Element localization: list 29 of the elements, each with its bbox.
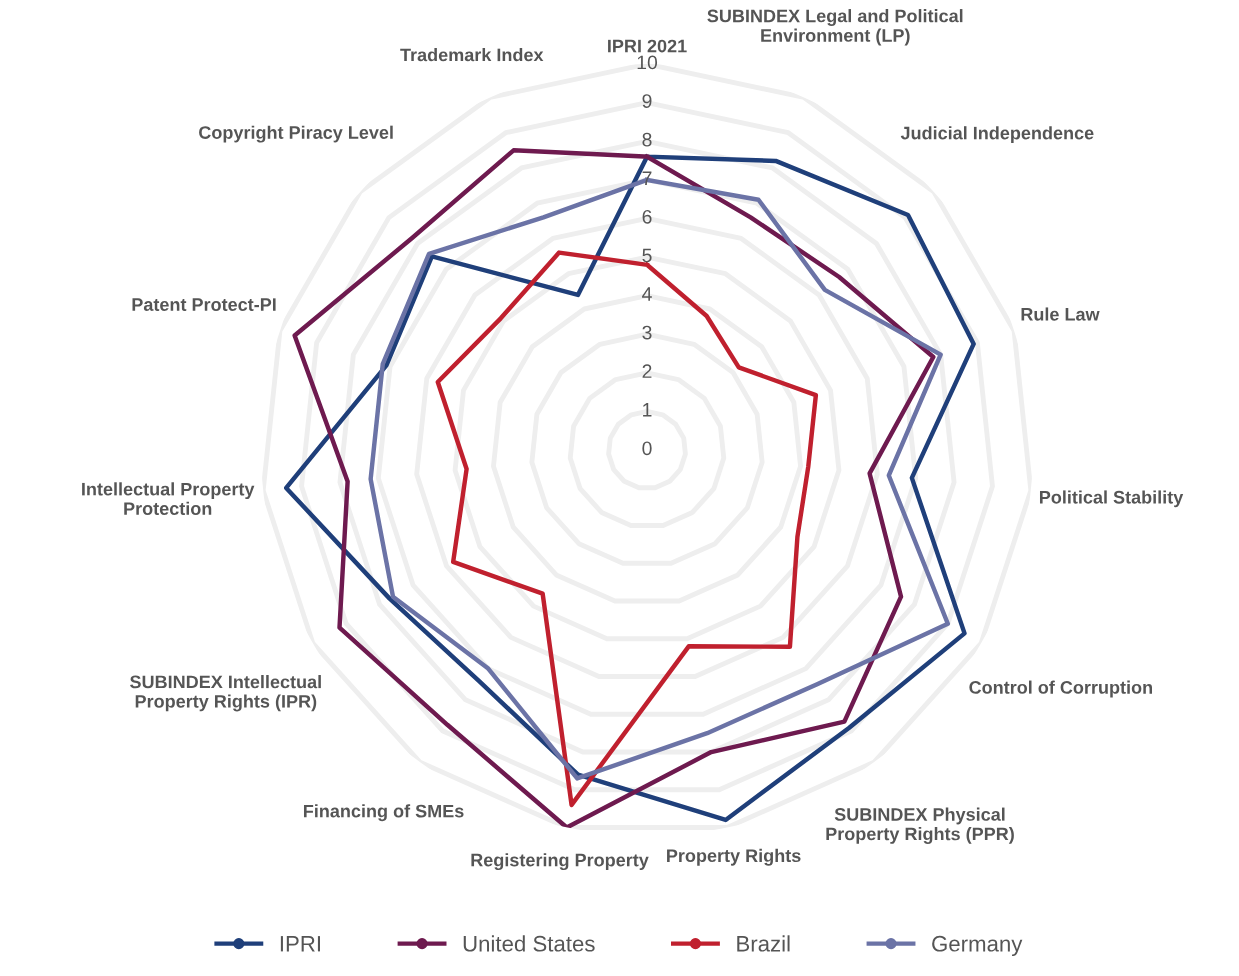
- y-tick-label: 3: [642, 325, 652, 340]
- legend-label: United States: [463, 935, 595, 952]
- spoke-label: SUBINDEX Intellectual Property Rights (IPR): [130, 675, 321, 712]
- legend-label: Brazil: [737, 935, 790, 952]
- y-tick-label: 10: [637, 55, 658, 70]
- y-tick-label: 9: [642, 94, 652, 108]
- y-tick-label: 4: [642, 287, 652, 301]
- y-tick-label: 0: [642, 441, 652, 456]
- spoke-label: Financing of SMEs: [303, 804, 464, 822]
- y-tick-label: 8: [642, 132, 652, 147]
- spoke-label: SUBINDEX Physical Property Rights (PPR): [826, 807, 1014, 844]
- y-tick-label: 2: [642, 364, 652, 378]
- legend-label: Germany: [932, 935, 1023, 956]
- spoke-label: Judicial Independence: [900, 126, 1094, 144]
- spoke-label: Control of Corruption: [969, 680, 1152, 698]
- y-tick-label: 5: [642, 248, 652, 263]
- y-tick-label: 6: [642, 209, 652, 224]
- y-tick-label: 1: [643, 403, 652, 417]
- spoke-label: Rule Law: [1021, 307, 1100, 321]
- spoke-label: Property Rights: [667, 848, 801, 866]
- spoke-label: Trademark Index: [400, 48, 544, 62]
- spoke-label: Political Stability: [1039, 490, 1184, 508]
- spoke-label: Copyright Piracy Level: [199, 125, 393, 143]
- spoke-label: Intellectual Property Protection: [82, 482, 255, 515]
- legend-label: IPRI: [280, 936, 320, 952]
- spoke-label: Registering Property: [471, 853, 649, 871]
- spoke-label: IPRI 2021: [608, 39, 687, 53]
- spoke-label: SUBINDEX Legal and Political Environment (LP): [707, 9, 963, 46]
- spoke-label: Patent Protect-PI: [132, 298, 276, 311]
